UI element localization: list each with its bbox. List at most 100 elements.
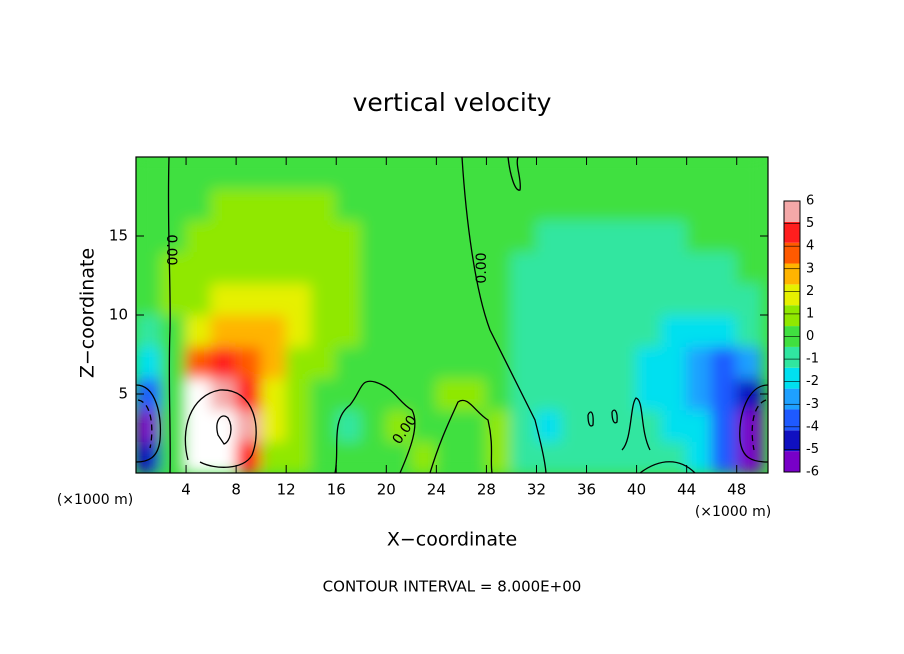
field-cell <box>235 157 262 190</box>
field-cell <box>711 440 738 473</box>
x-tick-label: 44 <box>677 481 696 499</box>
field-cell <box>435 346 462 379</box>
field-cell <box>460 377 487 411</box>
field-cell <box>736 251 763 284</box>
field-cell <box>285 282 312 316</box>
field-cell <box>510 377 537 411</box>
field-cell <box>586 314 613 348</box>
field-cell <box>160 440 187 473</box>
field-cell <box>335 282 362 316</box>
contour-line <box>184 389 257 468</box>
field-cell <box>686 219 713 253</box>
field-cell <box>510 219 537 253</box>
field-cell <box>561 282 588 316</box>
field-cell <box>410 282 437 316</box>
field-cell <box>586 157 613 190</box>
field-cell <box>210 409 237 442</box>
field-cell <box>310 157 337 190</box>
field-cell <box>285 157 312 190</box>
field-cell <box>485 282 512 316</box>
field-cell <box>661 251 688 284</box>
x-tick-label: 28 <box>477 481 496 499</box>
field-cell <box>160 188 187 221</box>
field-cell <box>235 409 262 442</box>
contour-line <box>587 411 594 427</box>
field-clip: 0.00 0.00 0.00 <box>136 157 768 473</box>
field-cell <box>210 377 237 411</box>
field-cell <box>335 409 362 442</box>
field-cell <box>661 188 688 221</box>
x-tick-label: 8 <box>231 481 241 499</box>
field-cell <box>260 346 287 379</box>
field-cell <box>310 377 337 411</box>
x-axis-label: X−coordinate <box>387 529 517 551</box>
field-cell <box>285 188 312 221</box>
field-cell <box>235 282 262 316</box>
field-cell <box>210 314 237 348</box>
field-cell <box>636 188 663 221</box>
x-tick-label: 4 <box>181 481 191 499</box>
field-cell <box>711 409 738 442</box>
field-cell <box>711 219 738 253</box>
field-cell <box>636 157 663 190</box>
field-cell <box>661 314 688 348</box>
field-cell <box>360 251 387 284</box>
field-cell <box>611 282 638 316</box>
field-cell <box>310 314 337 348</box>
field-cell <box>260 282 287 316</box>
contour-line <box>216 415 232 445</box>
field-cell <box>736 377 763 411</box>
field-cell <box>686 409 713 442</box>
y-axis-label: Z−coordinate <box>77 248 99 378</box>
field-cell <box>535 251 563 284</box>
field-cell <box>385 157 412 190</box>
contour-note: CONTOUR INTERVAL = 8.000E+00 <box>323 578 582 596</box>
field-cell <box>661 157 688 190</box>
colorbar-tick-label: -6 <box>806 465 819 480</box>
colorbar-tick-label: 6 <box>806 194 814 209</box>
field-cell <box>185 314 212 348</box>
field-cell <box>410 188 437 221</box>
x-tick-label: 20 <box>377 481 396 499</box>
field-cell <box>561 188 588 221</box>
field-cell <box>561 157 588 190</box>
field-cell <box>686 188 713 221</box>
y-tick-label: 10 <box>109 306 128 324</box>
field-cell <box>235 251 262 284</box>
x-tick-label: 24 <box>427 481 446 499</box>
field-cell <box>535 346 563 379</box>
field-cell <box>160 314 187 348</box>
field-cell <box>510 440 537 473</box>
field-cell <box>260 188 287 221</box>
field-cell <box>535 219 563 253</box>
field-cell <box>260 440 287 473</box>
contour-line <box>621 397 651 451</box>
field-cell <box>636 282 663 316</box>
x-tick-label: 40 <box>627 481 646 499</box>
field-cell <box>160 282 187 316</box>
chart-title: vertical velocity <box>353 88 552 117</box>
field-cell <box>711 157 738 190</box>
field-cell <box>360 157 387 190</box>
colorbar-tick-label: -1 <box>806 352 819 367</box>
field-cell <box>611 314 638 348</box>
contour-line <box>739 384 768 463</box>
colorbar-tick-label: 5 <box>806 216 814 231</box>
field-cell <box>586 346 613 379</box>
field-cell <box>711 188 738 221</box>
field-cell <box>686 346 713 379</box>
field-cell <box>485 157 512 190</box>
y-tick-label: 5 <box>118 385 128 403</box>
field-cell <box>485 219 512 253</box>
field-cell <box>611 440 638 473</box>
field-cell <box>385 377 412 411</box>
field-cell <box>285 219 312 253</box>
contour-line <box>167 157 171 473</box>
field-cell <box>561 346 588 379</box>
field-cell <box>360 219 387 253</box>
field-cell <box>736 440 763 473</box>
field-cell <box>385 219 412 253</box>
colorbar-tick-label: 0 <box>806 329 814 344</box>
field-cell <box>210 188 237 221</box>
